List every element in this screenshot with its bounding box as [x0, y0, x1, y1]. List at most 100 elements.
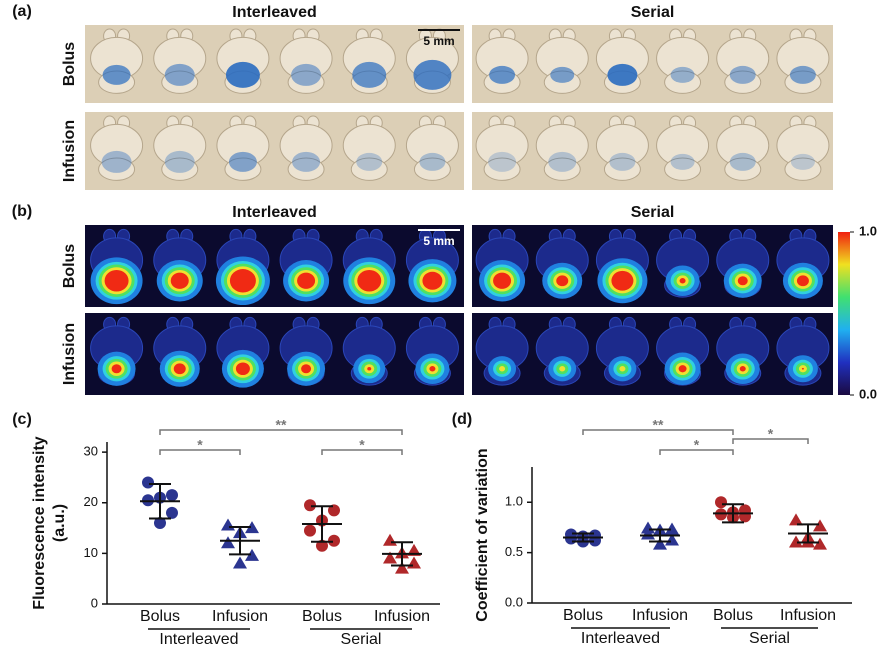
error-bar: [391, 541, 413, 567]
group-label: Serial: [341, 631, 382, 648]
significance-label: *: [768, 426, 774, 442]
panel-label: (a): [12, 3, 32, 20]
data-point: [328, 504, 340, 517]
cerebellum: [603, 157, 641, 181]
image-background: [85, 313, 464, 395]
signal: [367, 366, 372, 371]
data-point: [665, 522, 679, 535]
data-point: [395, 561, 409, 574]
signal: [422, 271, 443, 290]
dye-stain: [548, 151, 577, 172]
signal: [429, 366, 436, 372]
data-point: [813, 519, 827, 532]
dye-stain: [291, 63, 322, 86]
data-point: [245, 521, 259, 534]
dye-stain: [789, 65, 816, 84]
signal: [493, 272, 512, 289]
signal: [170, 272, 189, 289]
data-point: [221, 518, 235, 531]
dye-stain: [356, 152, 383, 171]
data-point: [789, 513, 803, 526]
data-point: [166, 489, 178, 502]
y-tick-label: 0.0: [505, 594, 523, 609]
x-tick-label: Infusion: [780, 607, 836, 624]
significance-bracket: [582, 429, 734, 435]
cerebellum: [724, 157, 762, 181]
cerebellum: [543, 157, 581, 181]
cerebellum: [784, 157, 822, 181]
error-bar: [722, 503, 744, 524]
error-bar: [149, 483, 171, 520]
signal: [556, 275, 569, 287]
dye-stain: [729, 65, 756, 84]
significance-bracket: [732, 438, 809, 444]
image-background: [85, 25, 464, 103]
image-tile: [85, 112, 464, 190]
y-tick-label: 30: [84, 444, 98, 459]
image-background: [472, 225, 833, 307]
dye-stain: [225, 61, 260, 88]
cerebellum: [161, 157, 199, 181]
image-background: [472, 313, 833, 395]
image-background: [85, 112, 464, 190]
data-point: [407, 556, 421, 569]
signal: [611, 270, 634, 291]
scale-bar-label: 5 mm: [423, 34, 454, 48]
data-point: [653, 537, 667, 550]
data-point: [813, 537, 827, 550]
panel-label: (c): [12, 411, 32, 428]
signal: [679, 278, 686, 284]
image-background: [85, 225, 464, 307]
group-label: Interleaved: [581, 630, 660, 647]
signal: [499, 366, 506, 372]
error-bar: [797, 523, 819, 544]
significance-bracket: [159, 449, 241, 455]
data-point: [304, 499, 316, 512]
panel-label: (d): [452, 411, 472, 428]
cerebellum: [664, 157, 702, 181]
signal: [739, 366, 746, 372]
x-tick-label: Bolus: [563, 607, 603, 624]
row-label: Infusion: [61, 323, 78, 385]
data-point: [142, 476, 154, 489]
y-tick-label: 0.5: [505, 544, 523, 559]
signal: [297, 272, 316, 289]
image-tile: [85, 313, 464, 395]
significance-bracket: [321, 449, 403, 455]
data-point: [739, 510, 751, 523]
cerebellum: [287, 157, 325, 181]
cerebellum: [664, 70, 702, 94]
scale-bar-label: 5 mm: [423, 234, 454, 248]
image-tile: [472, 112, 833, 190]
signal: [737, 276, 748, 286]
x-tick-label: Bolus: [140, 608, 180, 625]
significance-label: **: [276, 417, 287, 433]
dye-stain: [228, 151, 257, 172]
x-tick-label: Bolus: [302, 608, 342, 625]
cerebellum: [483, 157, 521, 181]
data-point: [316, 539, 328, 552]
significance-label: *: [197, 437, 203, 453]
signal: [619, 366, 626, 372]
signal: [678, 365, 687, 373]
signal: [229, 269, 256, 293]
y-tick-label: 0: [91, 595, 98, 610]
x-tick-label: Infusion: [374, 608, 430, 625]
dye-stain: [292, 151, 321, 172]
y-axis-label: Fluorescence intensity: [31, 436, 48, 609]
image-tile: [472, 225, 833, 307]
data-point: [221, 536, 235, 549]
dye-stain: [670, 153, 695, 170]
cerebellum: [98, 157, 136, 181]
data-point: [383, 551, 397, 564]
x-tick-label: Infusion: [632, 607, 688, 624]
error-bar: [572, 532, 594, 543]
y-axis-label: (a.u.): [51, 504, 68, 542]
error-bar: [649, 528, 671, 543]
dye-stain: [352, 61, 387, 88]
column-title: Interleaved: [232, 4, 316, 21]
dye-stain: [488, 151, 517, 172]
dye-stain: [670, 66, 695, 83]
cerebellum: [350, 157, 388, 181]
